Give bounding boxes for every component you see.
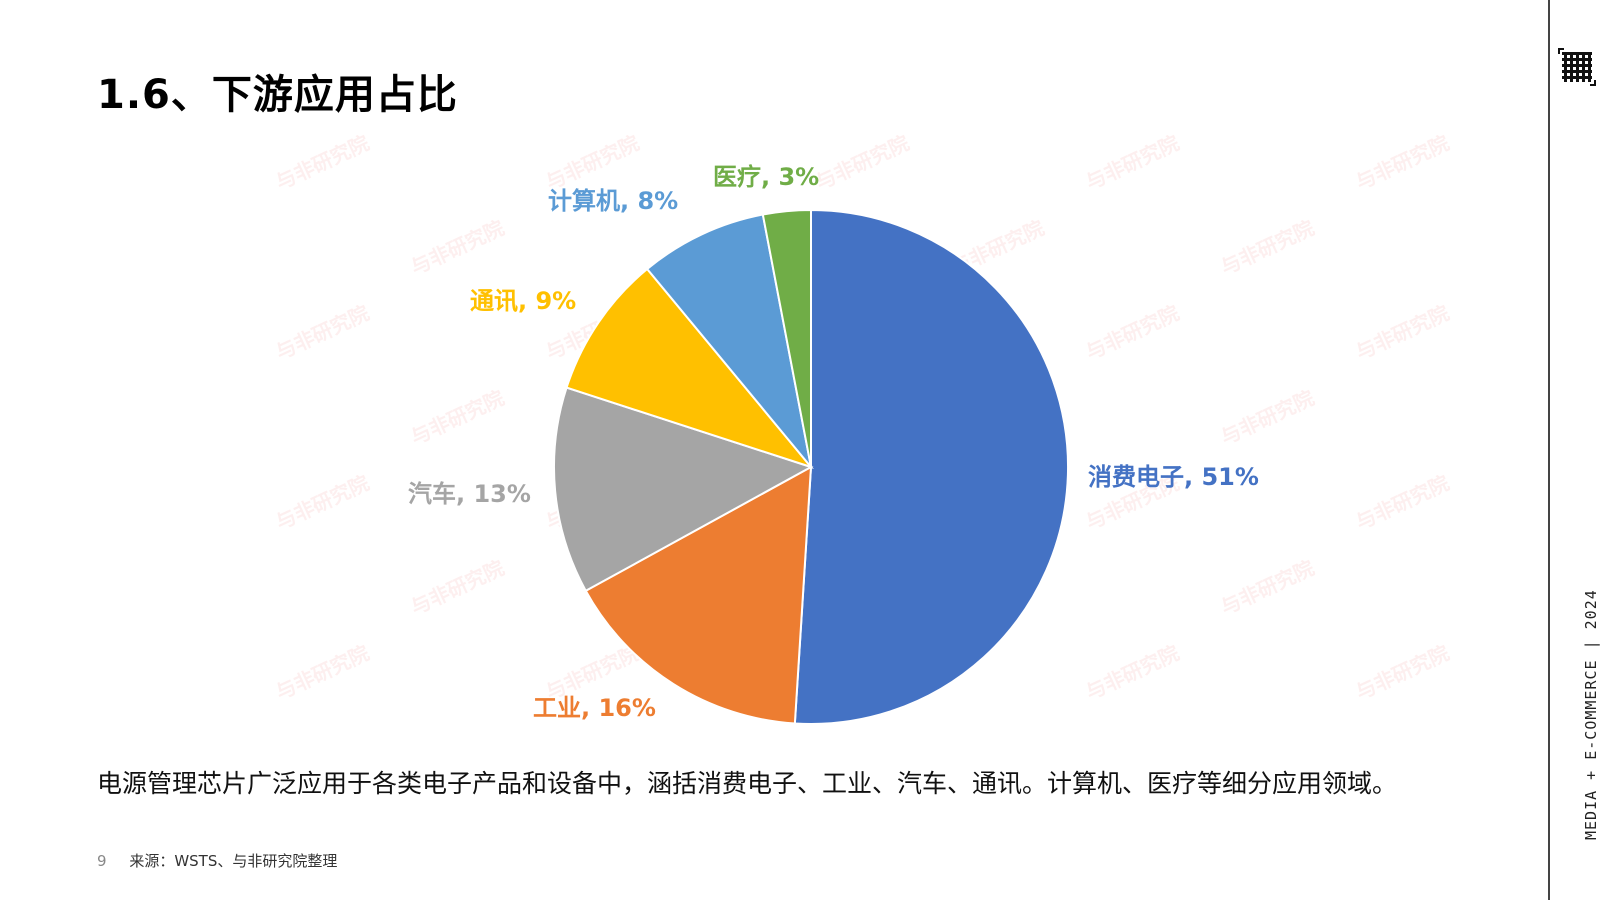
watermark-text: 与非研究院	[1082, 301, 1183, 365]
pie-label-4: 通讯, 9%	[470, 287, 576, 315]
watermark-text: 与非研究院	[1217, 556, 1318, 620]
watermark-text: 与非研究院	[1352, 641, 1453, 705]
pie-slices	[553, 208, 1069, 725]
pie-label-5: 计算机, 8%	[548, 187, 678, 215]
watermark-text: 与非研究院	[812, 131, 913, 195]
watermark-text: 与非研究院	[1082, 641, 1183, 705]
watermark-text: 与非研究院	[1352, 131, 1453, 195]
pie-label-3: 汽车, 13%	[408, 480, 531, 508]
pie-label-1: 消费电子, 51%	[1088, 463, 1259, 491]
side-caption: MEDIA + E-COMMERCE | 2024	[1582, 589, 1600, 840]
watermark-text: 与非研究院	[542, 131, 643, 195]
right-divider	[1548, 0, 1550, 900]
pie-slice-6	[761, 208, 812, 468]
watermark-text: 与非研究院	[1352, 471, 1453, 535]
pie-slice-4	[565, 267, 814, 470]
pie-label-2: 工业, 16%	[533, 694, 656, 722]
pie-label-6: 医疗, 3%	[713, 163, 819, 191]
pie-slice-5	[645, 213, 812, 468]
watermark-text: 与非研究院	[1217, 386, 1318, 450]
page-title: 1.6、下游应用占比	[97, 72, 458, 118]
page-number: 9	[97, 852, 107, 870]
pie-labels: 消费电子, 51% 工业, 16% 汽车, 13% 通讯, 9% 计算机, 8% 医疗, …	[408, 163, 1259, 722]
watermark-text: 与非研究院	[407, 386, 508, 450]
watermark-text: 与非研究院	[272, 301, 373, 365]
source-note: 来源：WSTS、与非研究院整理	[129, 852, 338, 870]
watermark-text: 与非研究院	[1217, 216, 1318, 280]
watermark-text: 与非研究院	[1082, 131, 1183, 195]
watermark-text: 与非研究院	[272, 131, 373, 195]
watermark-text: 与非研究院	[1352, 301, 1453, 365]
watermark-text: 与非研究院	[407, 216, 508, 280]
description-text: 电源管理芯片广泛应用于各类电子产品和设备中，涵括消费电子、工业、汽车、通讯。计算…	[97, 769, 1398, 798]
pie-slice-2	[584, 465, 813, 725]
watermark-text: 与非研究院	[272, 471, 373, 535]
pie-slice-1	[793, 208, 1069, 725]
brand-logo-icon	[1558, 48, 1596, 86]
watermark-text: 与非研究院	[272, 641, 373, 705]
footer: 9 来源：WSTS、与非研究院整理	[97, 850, 337, 871]
watermark-text: 与非研究院	[407, 556, 508, 620]
pie-slice-3	[553, 386, 814, 593]
